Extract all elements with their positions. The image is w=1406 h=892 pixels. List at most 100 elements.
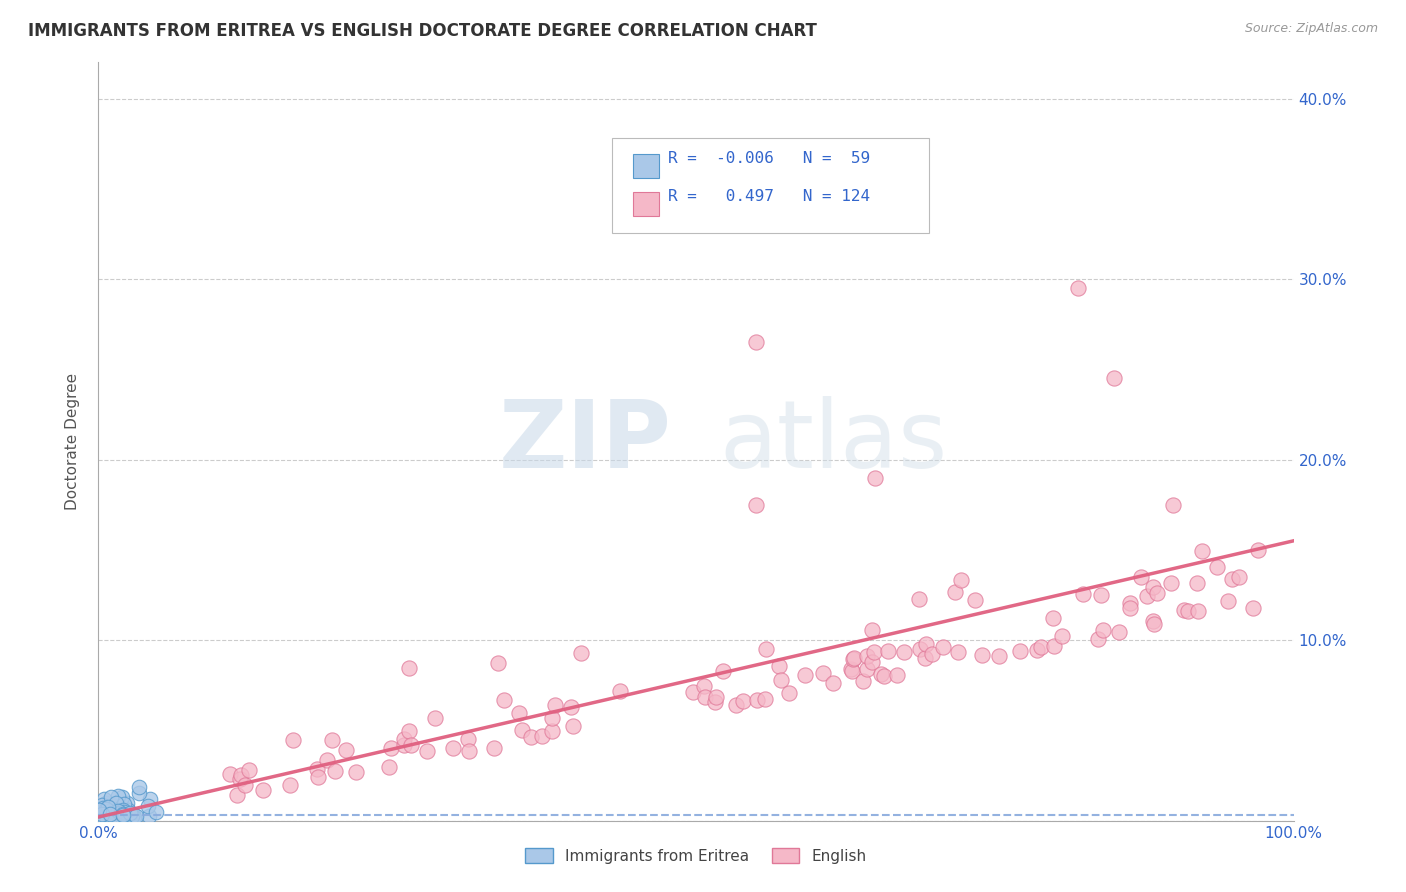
Point [745,498,768,512]
Point [118,805,141,820]
Point [860,623,883,637]
Point [794,668,817,682]
Point [1119,596,1142,610]
Point [1119,600,1142,615]
Point [508,706,530,721]
Point [1173,603,1195,617]
Point [1090,588,1112,602]
Point [839,663,862,677]
Point [863,645,886,659]
Point [103,811,125,825]
Point [96,802,118,816]
Point [122,810,145,824]
Point [100,809,122,823]
Point [96,796,118,810]
Point [543,698,565,713]
Point [1161,498,1184,512]
Point [1177,604,1199,618]
Point [93,801,115,815]
Point [842,650,865,665]
Point [711,664,734,678]
Point [252,783,274,797]
Point [229,767,252,781]
Point [117,803,139,817]
Point [828,200,851,214]
Point [128,786,150,800]
Point [93,792,115,806]
Point [948,645,970,659]
Point [98,812,121,826]
Point [91,797,114,812]
Point [110,806,132,821]
Text: ZIP: ZIP [499,395,672,488]
Point [852,673,875,688]
Point [89,810,111,824]
Point [107,812,129,826]
Point [98,806,121,821]
Point [492,693,515,707]
Point [865,470,887,484]
Point [1042,611,1064,625]
Text: R =   0.497   N = 124: R = 0.497 N = 124 [668,189,870,204]
Point [110,805,132,819]
Point [908,642,931,657]
Point [870,667,893,681]
Point [1067,281,1090,295]
Point [96,814,118,828]
Point [1043,639,1066,653]
Point [100,790,122,805]
Point [876,644,898,658]
Point [778,686,800,700]
Point [100,805,122,820]
FancyBboxPatch shape [633,192,659,217]
Point [112,808,135,822]
Point [860,655,883,669]
Point [1143,617,1166,632]
Point [1087,632,1109,646]
Point [87,803,110,817]
Point [569,646,592,660]
Point [139,791,162,805]
Point [112,807,135,822]
Point [682,685,704,699]
Point [416,744,439,758]
Point [821,675,844,690]
Point [1218,594,1240,608]
Point [872,669,894,683]
Point [950,573,973,587]
Point [842,652,865,666]
Point [112,805,135,820]
Point [93,812,115,826]
Point [457,731,479,746]
Point [280,778,302,792]
Point [457,744,479,758]
Point [238,763,260,777]
Point [96,811,118,825]
Point [305,763,328,777]
Point [1160,576,1182,591]
Point [1220,572,1243,586]
Text: IMMIGRANTS FROM ERITREA VS ENGLISH DOCTORATE DEGREE CORRELATION CHART: IMMIGRANTS FROM ERITREA VS ENGLISH DOCTO… [28,22,817,40]
Point [283,733,305,747]
Point [560,699,582,714]
Point [770,673,793,687]
Point [344,764,367,779]
Point [731,694,754,708]
Point [747,693,769,707]
Point [704,690,727,705]
Point [100,808,122,822]
FancyBboxPatch shape [633,154,659,178]
Point [943,584,966,599]
Point [112,805,135,819]
Point [112,797,135,811]
Point [392,731,415,746]
Point [398,723,420,738]
Point [233,778,256,792]
Point [510,723,533,738]
Point [90,806,112,821]
Point [609,684,631,698]
Point [562,719,585,733]
Point [145,805,167,820]
Point [1091,623,1114,637]
Point [1247,542,1270,557]
